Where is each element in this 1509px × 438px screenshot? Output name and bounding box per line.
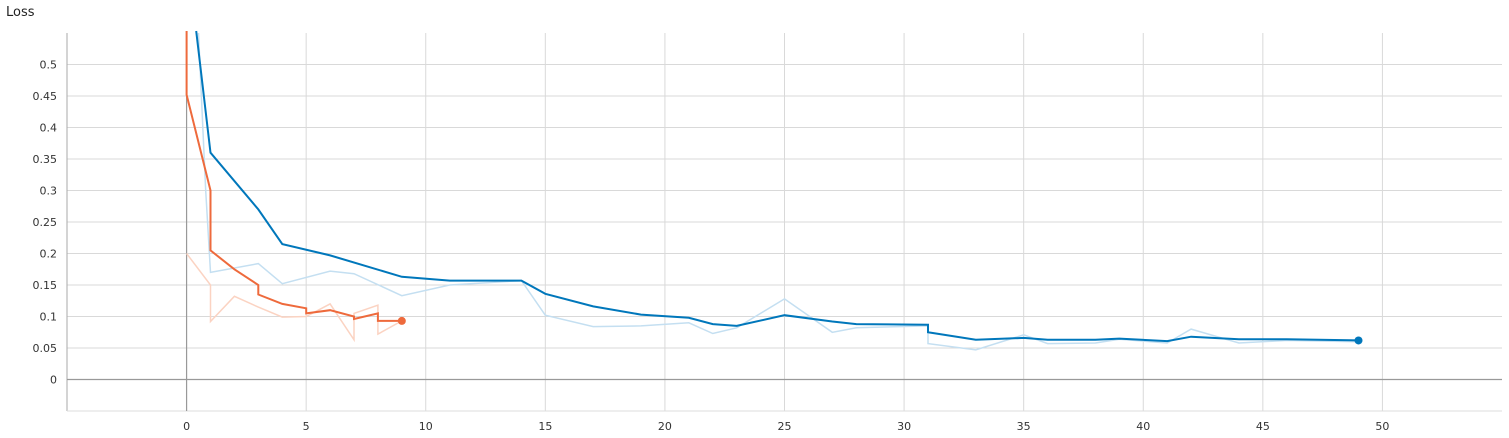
grid [67, 33, 1502, 411]
y-tick-label: 0 [50, 374, 57, 387]
y-tick-label: 0.15 [33, 279, 58, 292]
axes [66, 33, 1502, 412]
x-tick-label: 10 [419, 420, 433, 433]
raw-series-layer [186, 32, 1359, 351]
y-tick-label: 0.5 [40, 59, 58, 72]
x-tick-label: 50 [1375, 420, 1389, 433]
tick-labels: 0 5 10 15 20 25 30 35 40 45 50 0 0.05 0.1 0.15 0.2 0.25 0… [33, 59, 1390, 434]
x-tick-label: 40 [1136, 420, 1150, 433]
y-tick-label: 0.2 [40, 248, 58, 261]
x-tick-label: 5 [303, 420, 310, 433]
x-tick-label: 20 [658, 420, 672, 433]
y-tick-label: 0.3 [40, 185, 58, 198]
y-tick-label: 0.35 [33, 153, 58, 166]
series-1-smoothed-line [195, 30, 1359, 343]
series-1-raw-line [197, 32, 1359, 351]
y-tick-label: 0.25 [33, 216, 58, 229]
series-2-end-point [397, 316, 406, 325]
x-tick-label: 30 [897, 420, 911, 433]
series-1-end-point [1354, 336, 1363, 345]
x-tick-label: 15 [538, 420, 552, 433]
chart-title: Loss [6, 5, 35, 20]
series-2-smoothed-line [185, 31, 402, 322]
series-2-raw-line [186, 253, 403, 343]
x-tick-label: 35 [1017, 420, 1031, 433]
y-tick-label: 0.05 [33, 342, 58, 355]
x-tick-label: 0 [183, 420, 190, 433]
y-tick-label: 0.45 [33, 90, 58, 103]
smoothed-series-layer [185, 30, 1363, 345]
y-tick-label: 0.1 [40, 311, 58, 324]
x-tick-label: 25 [778, 420, 792, 433]
x-tick-label: 45 [1256, 420, 1270, 433]
y-tick-label: 0.4 [40, 122, 58, 135]
